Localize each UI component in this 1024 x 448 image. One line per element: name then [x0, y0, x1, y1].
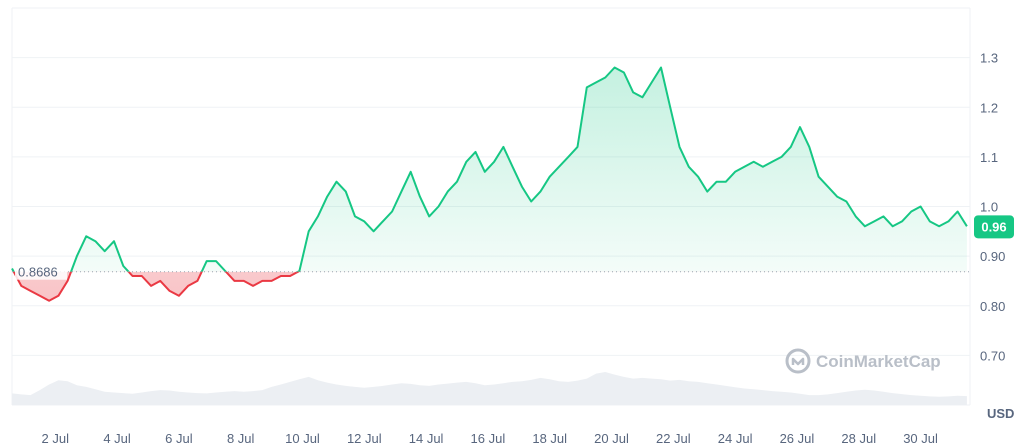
y-tick-label: 0.80: [980, 299, 1005, 314]
x-tick-label: 14 Jul: [409, 431, 444, 446]
x-tick-label: 10 Jul: [285, 431, 320, 446]
up-area: [12, 67, 967, 272]
y-tick-label: 1.3: [980, 51, 998, 66]
x-tick-label: 6 Jul: [165, 431, 193, 446]
reference-label-bg: [15, 262, 67, 280]
x-tick-label: 20 Jul: [594, 431, 629, 446]
price-line: [11, 66, 968, 302]
y-tick-label: 0.90: [980, 249, 1005, 264]
reference-label: 0.8686: [18, 265, 58, 280]
coinmarketcap-icon: [785, 348, 811, 374]
y-tick-label: 0.70: [980, 348, 1005, 363]
x-tick-label: 22 Jul: [656, 431, 691, 446]
x-tick-label: 12 Jul: [347, 431, 382, 446]
y-axis: 0.70 0.80 0.90 1.0 1.1 1.2 1.3: [980, 51, 1005, 364]
volume-shape: [12, 372, 967, 405]
current-price-badge: 0.96: [974, 215, 1014, 239]
x-tick-label: 4 Jul: [103, 431, 131, 446]
y-tick-label: 1.0: [980, 200, 998, 215]
up-line: [11, 66, 968, 272]
x-tick-label: 18 Jul: [532, 431, 567, 446]
x-axis: 2 Jul 4 Jul 6 Jul 8 Jul 10 Jul 12 Jul 14 Jul 16…: [42, 431, 938, 446]
x-tick-label: 24 Jul: [718, 431, 753, 446]
x-tick-label: 16 Jul: [471, 431, 506, 446]
watermark-text: CoinMarketCap: [816, 352, 941, 371]
price-area: [12, 67, 967, 301]
y-tick-label: 1.2: [980, 100, 998, 115]
volume-area: [12, 372, 967, 405]
unit-label: USD: [987, 406, 1014, 421]
x-tick-label: 2 Jul: [42, 431, 70, 446]
down-line: [12, 271, 301, 302]
x-tick-label: 8 Jul: [227, 431, 255, 446]
y-tick-label: 1.1: [980, 150, 998, 165]
watermark: CoinMarketCap: [785, 348, 941, 374]
x-tick-label: 30 Jul: [903, 431, 938, 446]
current-price-label: 0.96: [981, 219, 1006, 234]
x-tick-label: 26 Jul: [780, 431, 815, 446]
x-tick-label: 28 Jul: [841, 431, 876, 446]
